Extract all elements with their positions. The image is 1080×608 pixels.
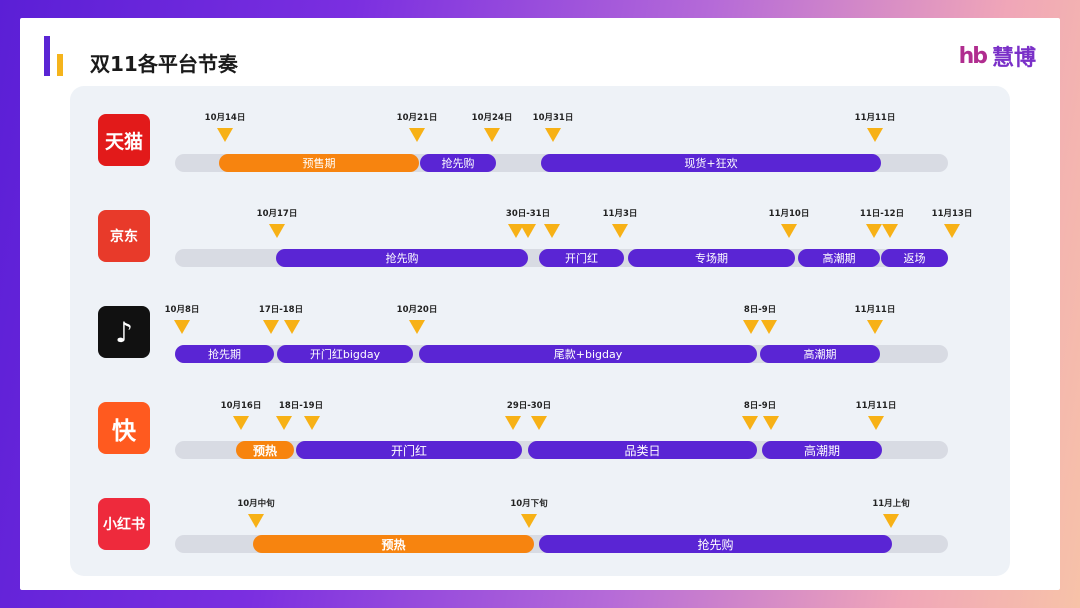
- segment-open-red: 开门红: [296, 441, 522, 459]
- douyin-icon: ♪: [98, 306, 150, 358]
- triangle-marker-icon: [248, 514, 264, 528]
- segment-category-day: 品类日: [528, 441, 757, 459]
- brand-name: 慧博: [991, 46, 1036, 71]
- triangle-marker-icon: [521, 514, 537, 528]
- timeline-track: 抢先期 开门红bigday 尾款+bigday 高潮期: [175, 345, 948, 363]
- segment-climax: 高潮期: [762, 441, 882, 459]
- segment-early-buy: 抢先购: [539, 535, 892, 553]
- triangle-marker-icon: [868, 416, 884, 430]
- segment-climax: 高潮期: [798, 249, 880, 267]
- segment-warmup: 预热: [253, 535, 534, 553]
- platform-row-jd: 京东 抢先购 开门红 专场期 高潮期 返场 10月17日 30日-31日 11月…: [0, 192, 1080, 288]
- triangle-marker-icon: [520, 224, 536, 238]
- title-accent-bar-small: [57, 54, 63, 76]
- segment-presale: 预售期: [219, 154, 419, 172]
- segment-climax: 高潮期: [760, 345, 880, 363]
- platform-row-tmall: 天猫 预售期 抢先购 现货+狂欢 10月14日 10月21日 10月24日 10…: [0, 96, 1080, 192]
- segment-open-red: 开门红: [539, 249, 624, 267]
- triangle-marker-icon: [233, 416, 249, 430]
- triangle-marker-icon: [217, 128, 233, 142]
- triangle-marker-icon: [409, 320, 425, 334]
- timeline-track: 抢先购 开门红 专场期 高潮期 返场: [175, 249, 948, 267]
- timeline-track: 预热 抢先购: [175, 535, 948, 553]
- triangle-marker-icon: [883, 514, 899, 528]
- segment-return: 返场: [881, 249, 948, 267]
- page-title: 双11各平台节奏: [90, 52, 238, 76]
- segment-balance-bigday: 尾款+bigday: [419, 345, 757, 363]
- platform-row-xiaohongshu: 小红书 预热 抢先购 10月中旬 10月下旬 11月上旬: [0, 480, 1080, 576]
- tmall-icon: 天猫: [98, 114, 150, 166]
- timeline-track: 预售期 抢先购 现货+狂欢: [175, 154, 948, 172]
- title-accent-bar: [44, 36, 50, 76]
- triangle-marker-icon: [867, 320, 883, 334]
- timeline-track: 预热 开门红 品类日 高潮期: [175, 441, 948, 459]
- platform-row-kuaishou: 快 预热 开门红 品类日 高潮期 10月16日 18日-19日 29日-30日 …: [0, 384, 1080, 480]
- triangle-marker-icon: [484, 128, 500, 142]
- segment-warmup: 预热: [236, 441, 294, 459]
- brand-logo: hb: [958, 43, 988, 69]
- triangle-marker-icon: [269, 224, 285, 238]
- triangle-marker-icon: [409, 128, 425, 142]
- triangle-marker-icon: [867, 128, 883, 142]
- triangle-marker-icon: [944, 224, 960, 238]
- segment-special: 专场期: [628, 249, 795, 267]
- triangle-marker-icon: [781, 224, 797, 238]
- brand: hb 慧博: [959, 40, 1036, 72]
- jd-icon: 京东: [98, 210, 150, 262]
- segment-spot-carnival: 现货+狂欢: [541, 154, 881, 172]
- segment-early: 抢先期: [175, 345, 274, 363]
- segment-early-buy: 抢先购: [276, 249, 528, 267]
- segment-open-red-bigday: 开门红bigday: [277, 345, 413, 363]
- platform-row-douyin: ♪ 抢先期 开门红bigday 尾款+bigday 高潮期 10月8日 17日-…: [0, 288, 1080, 384]
- kuaishou-icon: 快: [98, 402, 150, 454]
- segment-early-buy: 抢先购: [420, 154, 496, 172]
- triangle-marker-icon: [174, 320, 190, 334]
- xiaohongshu-icon: 小红书: [98, 498, 150, 550]
- triangle-marker-icon: [612, 224, 628, 238]
- triangle-marker-icon: [545, 128, 561, 142]
